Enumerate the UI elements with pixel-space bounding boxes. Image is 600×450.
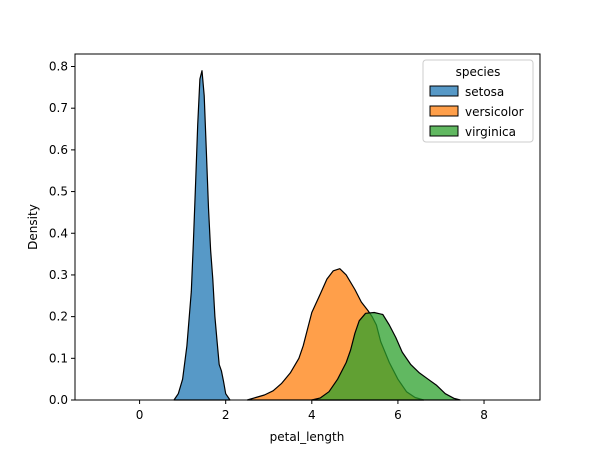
- y-axis: 0.0 0.1 0.2 0.3 0.4 0.5 0.6 0.7 0.8: [49, 60, 75, 407]
- density-areas: [173, 70, 461, 401]
- y-tick-label: 0.8: [49, 60, 68, 74]
- legend-title: species: [456, 65, 501, 79]
- x-tick-label: 4: [308, 408, 316, 422]
- y-tick-label: 0.0: [49, 393, 68, 407]
- x-tick-label: 8: [480, 408, 488, 422]
- legend-label-virginica: virginica: [465, 125, 516, 139]
- y-tick-label: 0.5: [49, 185, 68, 199]
- y-tick-label: 0.4: [49, 226, 68, 240]
- y-tick-label: 0.6: [49, 143, 68, 157]
- y-tick-label: 0.3: [49, 268, 68, 282]
- area-setosa: [173, 70, 231, 401]
- x-axis-label: petal_length: [270, 430, 345, 444]
- y-tick-label: 0.7: [49, 101, 68, 115]
- legend-label-setosa: setosa: [465, 85, 504, 99]
- area-virginica: [311, 311, 461, 401]
- x-tick-label: 2: [222, 408, 230, 422]
- x-tick-label: 0: [136, 408, 144, 422]
- y-axis-label: Density: [26, 204, 40, 250]
- plot-frame: [74, 53, 541, 401]
- legend-swatch-virginica: [429, 125, 459, 137]
- x-axis: 0 2 4 6 8: [136, 400, 488, 422]
- legend-entries: setosa versicolor virginica: [429, 85, 524, 139]
- legend-label-versicolor: versicolor: [465, 105, 524, 119]
- y-tick-label: 0.1: [49, 351, 68, 365]
- legend-box: [422, 59, 534, 143]
- y-tick-label: 0.2: [49, 310, 68, 324]
- legend: species setosa versicolor virginica: [422, 59, 534, 143]
- legend-swatch-setosa: [429, 85, 459, 97]
- legend-swatch-versicolor: [429, 105, 459, 117]
- x-tick-label: 6: [394, 408, 402, 422]
